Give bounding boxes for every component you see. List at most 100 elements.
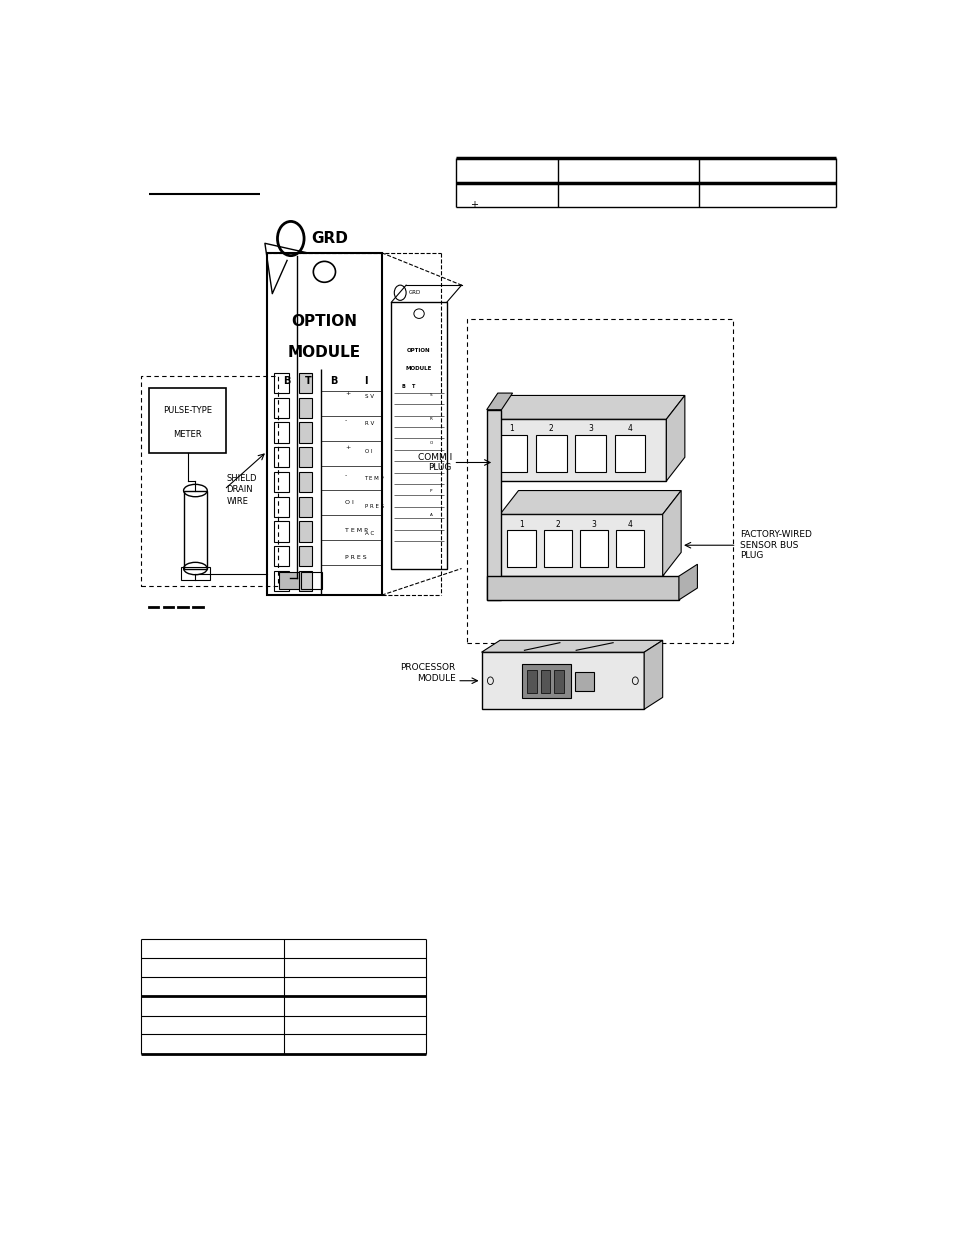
Text: +: + xyxy=(345,446,350,451)
Text: WIRE: WIRE xyxy=(226,496,248,505)
Bar xyxy=(274,472,289,492)
Text: FACTORY-WIRED
SENSOR BUS
PLUG: FACTORY-WIRED SENSOR BUS PLUG xyxy=(740,530,811,561)
Bar xyxy=(299,546,312,566)
Bar xyxy=(536,435,566,472)
Text: PROCESSOR
MODULE: PROCESSOR MODULE xyxy=(400,663,456,683)
Bar xyxy=(274,546,289,566)
Bar xyxy=(274,373,289,393)
Bar xyxy=(507,530,535,567)
Text: R V: R V xyxy=(364,421,374,426)
Text: S V: S V xyxy=(364,394,374,399)
Text: +: + xyxy=(345,390,350,395)
Text: 1: 1 xyxy=(509,425,514,433)
Bar xyxy=(274,422,289,442)
Polygon shape xyxy=(486,393,512,410)
Text: MODULE: MODULE xyxy=(288,345,360,359)
Text: GRD: GRD xyxy=(409,290,421,295)
Bar xyxy=(301,572,322,589)
Bar xyxy=(521,663,571,698)
Text: O I: O I xyxy=(345,500,354,505)
Text: DRAIN: DRAIN xyxy=(226,485,253,494)
Bar xyxy=(299,571,312,592)
Text: I: I xyxy=(363,377,367,387)
Text: 4: 4 xyxy=(627,425,632,433)
Bar xyxy=(299,373,312,393)
Bar xyxy=(466,320,732,642)
Text: 4: 4 xyxy=(627,520,632,529)
Text: GRD: GRD xyxy=(311,231,348,246)
Bar xyxy=(575,435,605,472)
Bar xyxy=(488,419,665,482)
Text: T: T xyxy=(305,377,312,387)
Bar xyxy=(274,447,289,467)
Text: A: A xyxy=(430,514,433,517)
Bar xyxy=(616,530,643,567)
Text: 3: 3 xyxy=(591,520,596,529)
Text: SHIELD: SHIELD xyxy=(226,474,256,483)
Polygon shape xyxy=(488,395,684,419)
Bar xyxy=(391,303,446,568)
Text: B: B xyxy=(330,377,337,387)
Bar xyxy=(543,530,571,567)
Text: T E M P: T E M P xyxy=(345,527,368,532)
Bar xyxy=(554,671,563,693)
Text: -: - xyxy=(345,473,347,478)
Polygon shape xyxy=(662,490,680,576)
Text: T: T xyxy=(412,384,415,389)
Text: PULSE-TYPE: PULSE-TYPE xyxy=(163,406,212,415)
Text: +: + xyxy=(469,200,477,210)
Bar xyxy=(278,572,299,589)
Bar xyxy=(496,435,526,472)
Polygon shape xyxy=(481,640,662,652)
Text: OPTION: OPTION xyxy=(407,348,431,353)
Text: 1: 1 xyxy=(518,520,523,529)
Bar xyxy=(299,472,312,492)
Text: S: S xyxy=(430,394,432,398)
Bar xyxy=(481,652,643,709)
Bar xyxy=(299,398,312,417)
Text: B: B xyxy=(283,377,290,387)
Bar xyxy=(141,377,278,585)
Text: P R E S: P R E S xyxy=(345,555,366,559)
Bar xyxy=(274,521,289,541)
Text: O: O xyxy=(429,441,433,446)
Text: METER: METER xyxy=(173,430,202,438)
Bar xyxy=(486,410,501,600)
Bar xyxy=(180,567,210,580)
Text: P: P xyxy=(430,489,432,493)
Text: MODULE: MODULE xyxy=(405,367,432,372)
Polygon shape xyxy=(643,640,662,709)
Bar xyxy=(183,490,207,568)
Polygon shape xyxy=(499,490,680,514)
Bar xyxy=(579,530,607,567)
Bar xyxy=(614,435,644,472)
Text: T: T xyxy=(430,466,432,469)
Bar xyxy=(274,398,289,417)
Text: 3: 3 xyxy=(587,425,593,433)
Polygon shape xyxy=(679,564,697,600)
Bar xyxy=(299,521,312,541)
Text: OPTION: OPTION xyxy=(291,314,357,329)
Bar xyxy=(540,671,550,693)
Bar xyxy=(267,253,381,595)
Bar xyxy=(299,447,312,467)
Bar xyxy=(574,672,594,692)
Text: P R E S: P R E S xyxy=(364,504,383,509)
Bar xyxy=(526,671,537,693)
Text: T E M P: T E M P xyxy=(364,477,384,482)
Bar xyxy=(499,514,662,576)
Text: A C: A C xyxy=(364,531,374,536)
Polygon shape xyxy=(665,395,684,482)
Bar xyxy=(486,576,679,600)
Bar xyxy=(299,496,312,516)
Text: -: - xyxy=(345,419,347,424)
Bar xyxy=(274,571,289,592)
Text: O I: O I xyxy=(364,448,372,454)
Text: COMM I
PLUG: COMM I PLUG xyxy=(417,453,452,472)
Bar xyxy=(149,388,226,452)
Text: 2: 2 xyxy=(555,520,559,529)
Bar xyxy=(274,496,289,516)
Text: 2: 2 xyxy=(548,425,553,433)
Text: B: B xyxy=(401,384,405,389)
Text: R: R xyxy=(430,417,433,421)
